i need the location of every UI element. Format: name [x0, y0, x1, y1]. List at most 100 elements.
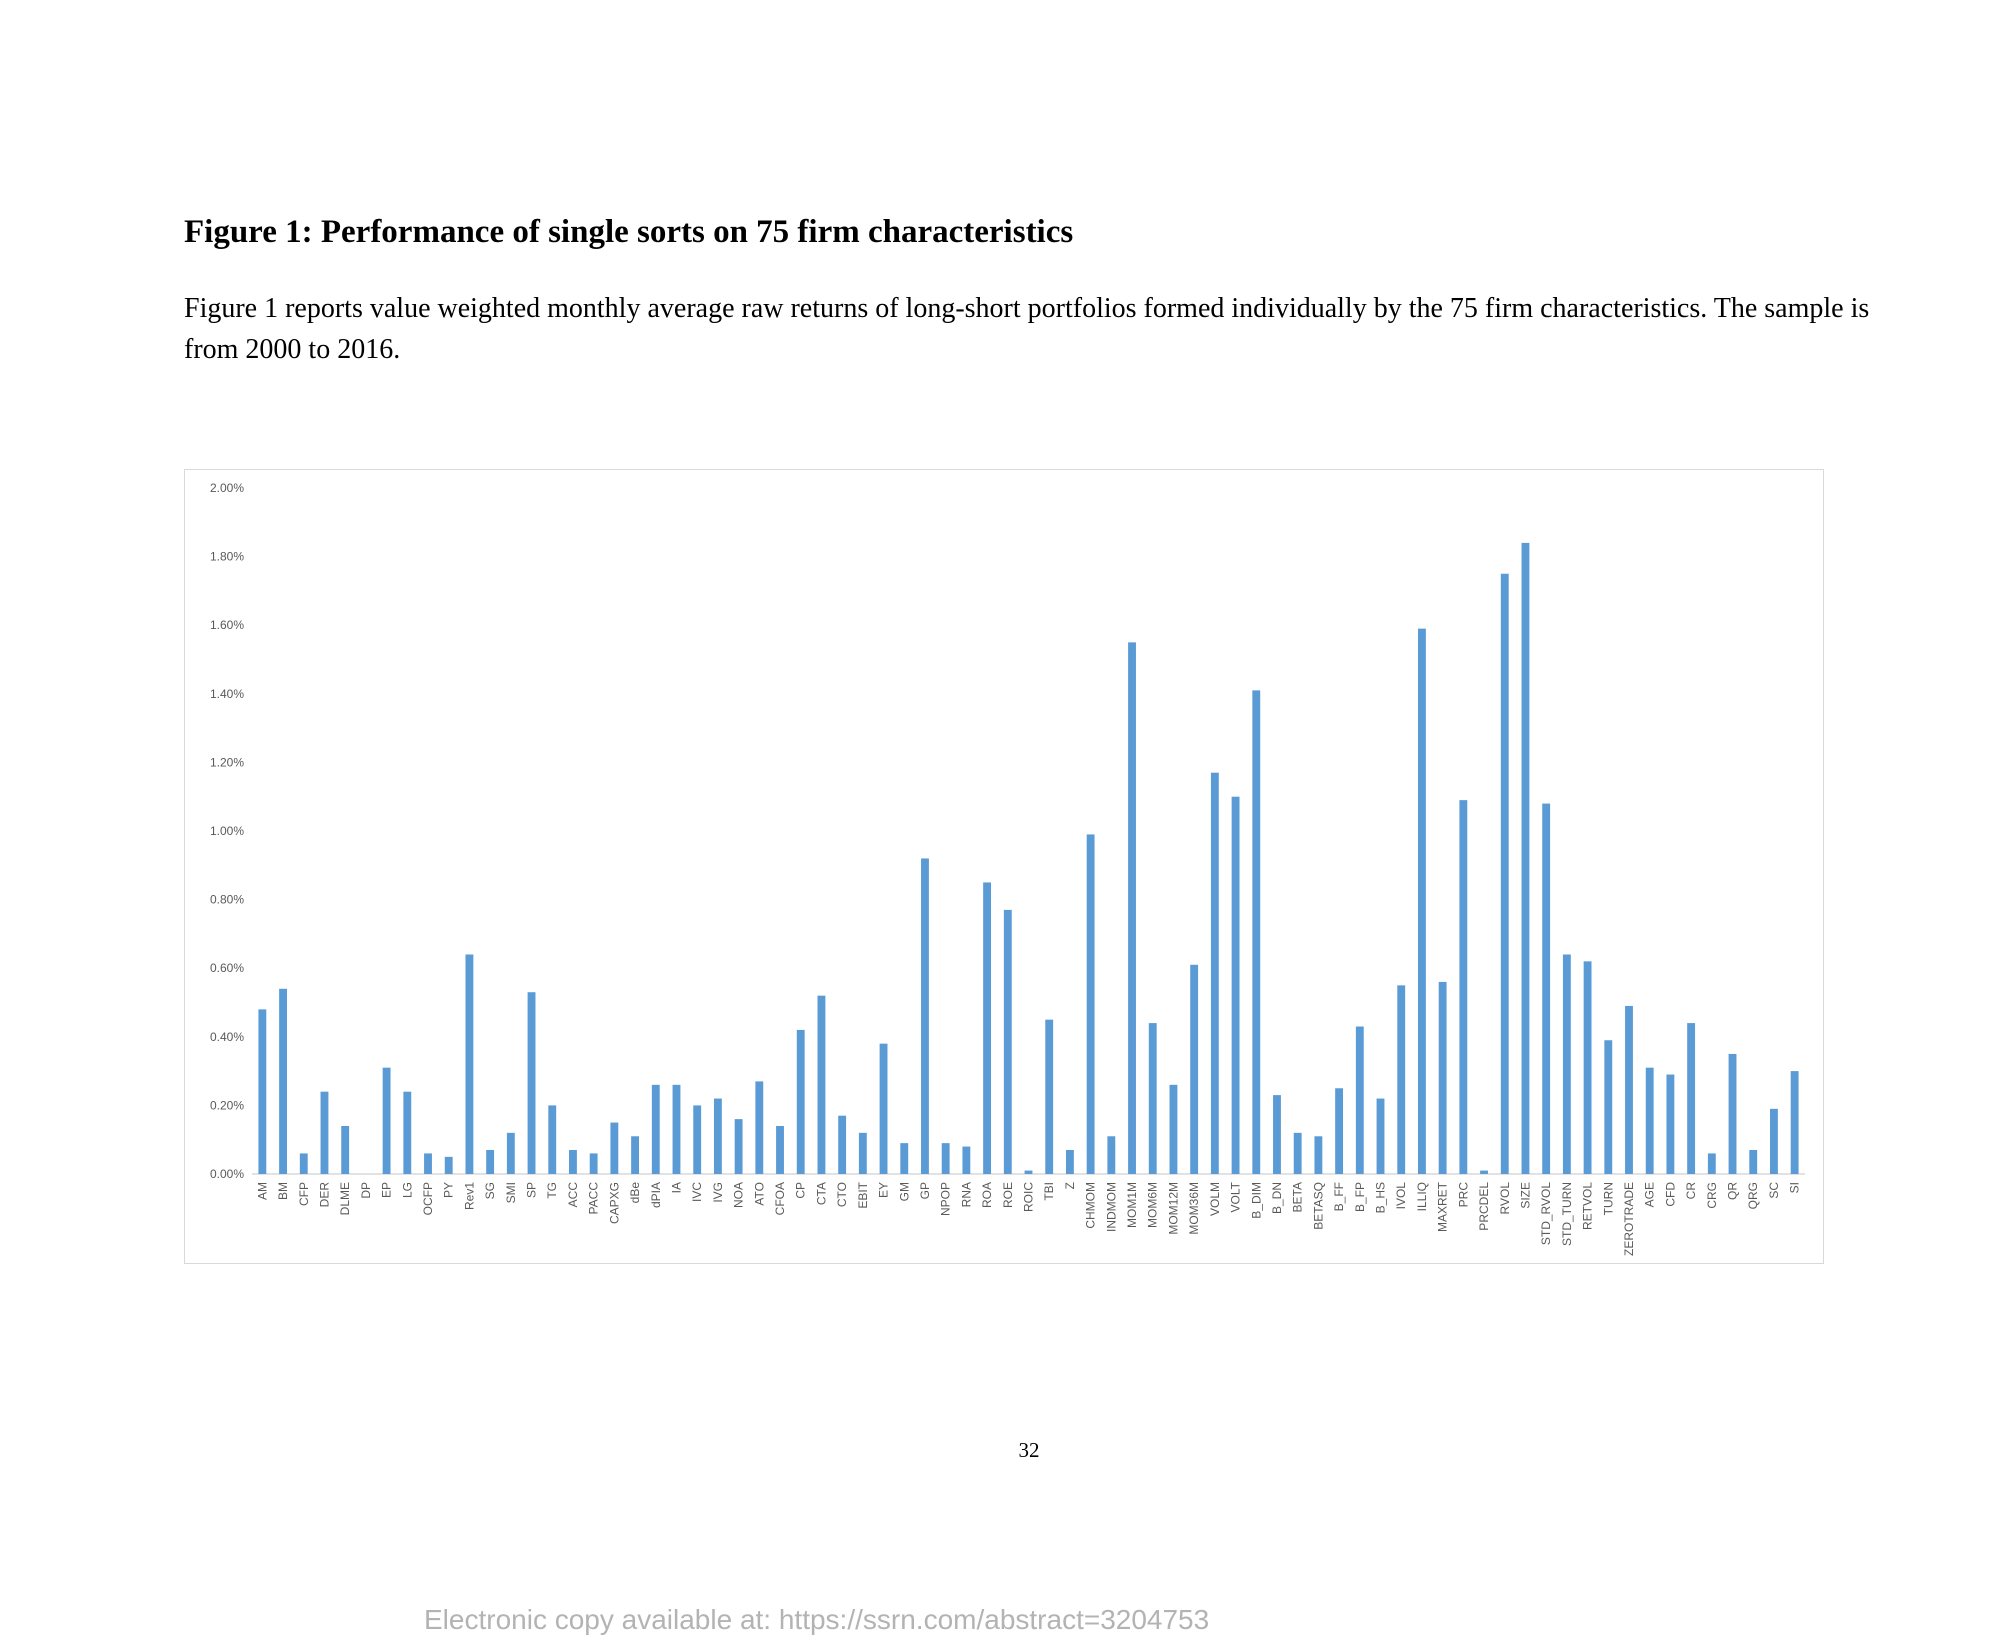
y-tick-label: 0.40%: [210, 1030, 244, 1044]
bar-maxret: [1438, 981, 1447, 1174]
bar-cto: [838, 1115, 847, 1174]
x-tick-label: MOM6M: [1146, 1182, 1160, 1228]
x-tick-label: QRG: [1746, 1182, 1760, 1209]
x-tick-label: dPIA: [649, 1182, 663, 1208]
bar-cfp: [299, 1153, 308, 1174]
x-tick-label: ILLIQ: [1415, 1182, 1429, 1211]
bar-sg: [486, 1149, 495, 1174]
x-tick-label: NPOP: [939, 1182, 953, 1216]
x-tick-label: CFP: [297, 1182, 311, 1206]
x-tick-label: VOLM: [1208, 1182, 1222, 1216]
bar-cfd: [1666, 1074, 1675, 1174]
bar-betasq: [1314, 1136, 1323, 1174]
x-tick-label: ROIC: [1022, 1182, 1036, 1212]
x-tick-label: CAPXG: [607, 1182, 621, 1224]
bar-roe: [1003, 909, 1012, 1174]
bar-npop: [941, 1143, 950, 1174]
bar-dlme: [341, 1125, 350, 1174]
x-tick-label: TG: [545, 1182, 559, 1199]
bar-age: [1645, 1067, 1654, 1174]
x-tick-label: CR: [1684, 1182, 1698, 1200]
y-tick-label: 1.60%: [210, 618, 244, 632]
bar-chmom: [1086, 834, 1095, 1174]
bar-py: [444, 1156, 453, 1174]
x-tick-label: NOA: [732, 1182, 746, 1208]
ssrn-footer: Electronic copy available at: https://ss…: [424, 1604, 1210, 1635]
x-tick-label: ACC: [566, 1182, 580, 1208]
x-tick-label: PY: [442, 1182, 456, 1198]
bar-der: [320, 1091, 329, 1174]
x-tick-label: DLME: [338, 1182, 352, 1215]
x-tick-label: BETA: [1291, 1182, 1305, 1212]
bar-tg: [548, 1105, 557, 1174]
figure-caption: Figure 1 reports value weighted monthly …: [184, 293, 1870, 365]
x-tick-label: AGE: [1643, 1182, 1657, 1207]
bar-cta: [817, 995, 826, 1174]
x-tick-label: MOM12M: [1166, 1182, 1180, 1235]
x-tick-label: MAXRET: [1436, 1181, 1450, 1232]
y-tick-label: 1.00%: [210, 824, 244, 838]
x-tick-label: CFD: [1663, 1182, 1677, 1207]
bar-mom6m: [1148, 1023, 1157, 1174]
x-tick-label: VOLT: [1229, 1181, 1243, 1212]
y-tick-label: 0.60%: [210, 961, 244, 975]
bar-ebit: [858, 1132, 867, 1174]
x-tick-label: RNA: [959, 1182, 973, 1207]
x-tick-label: BETASQ: [1311, 1182, 1325, 1230]
x-tick-label: MOM1M: [1125, 1182, 1139, 1228]
y-tick-label: 1.80%: [210, 550, 244, 564]
bar-bm: [279, 988, 287, 1174]
bar-b_hs: [1376, 1098, 1385, 1174]
bar-b_ff: [1335, 1088, 1344, 1174]
x-tick-label: CTA: [814, 1182, 828, 1205]
bar-sc: [1770, 1108, 1778, 1174]
bar-acc: [569, 1149, 577, 1174]
bar-ato: [755, 1081, 764, 1174]
bar-volm: [1210, 772, 1219, 1174]
y-tick-label: 1.40%: [210, 687, 244, 701]
bar-mom12m: [1169, 1084, 1178, 1174]
x-tick-label: TBI: [1042, 1182, 1056, 1201]
bar-rev1: [465, 954, 474, 1174]
bar-ivg: [713, 1098, 722, 1174]
bar-gp: [921, 858, 929, 1174]
bar-turn: [1604, 1040, 1613, 1174]
x-tick-label: IVG: [711, 1182, 725, 1203]
bar-roic: [1024, 1170, 1033, 1174]
x-tick-label: DER: [317, 1182, 331, 1208]
bar-cp: [796, 1029, 805, 1174]
x-tick-label: INDMOM: [1104, 1182, 1118, 1232]
bar-beta: [1293, 1132, 1302, 1174]
x-tick-label: STD_TURN: [1560, 1182, 1574, 1246]
bar-b_fp: [1355, 1026, 1364, 1174]
bar-chart: 0.00% 0.20% 0.40% 0.60% 0.80% 1.00% 1.20% 1.40%…: [210, 481, 1805, 1256]
bar-prcdel: [1480, 1170, 1488, 1174]
y-tick-label: 0.00%: [210, 1167, 244, 1181]
x-tick-label: RETVOL: [1581, 1182, 1595, 1230]
bar-illiq: [1417, 628, 1426, 1174]
figure-title: Figure 1: Performance of single sorts on…: [184, 214, 1074, 250]
bar-cr: [1687, 1023, 1696, 1174]
bar-rvol: [1500, 573, 1509, 1174]
x-tick-label: TURN: [1601, 1182, 1615, 1215]
bar-si: [1790, 1071, 1799, 1174]
y-tick-label: 0.20%: [210, 1098, 244, 1112]
x-tick-label: EBIT: [856, 1181, 870, 1208]
bar-qr: [1728, 1053, 1737, 1174]
bar-ivc: [693, 1105, 702, 1174]
bar-gm: [900, 1143, 909, 1174]
bar-smi: [506, 1132, 515, 1174]
x-tick-label: SP: [525, 1182, 539, 1198]
bar-z: [1065, 1149, 1074, 1174]
x-tick-label: IVC: [690, 1182, 704, 1202]
y-tick-label: 0.80%: [210, 893, 244, 907]
bar-qrg: [1749, 1149, 1758, 1174]
x-tick-label: B_HS: [1374, 1182, 1388, 1213]
bar-am: [258, 1009, 267, 1174]
x-tick-label: PACC: [587, 1182, 601, 1215]
bar-size: [1521, 542, 1530, 1174]
x-tick-label: IVOL: [1394, 1182, 1408, 1210]
x-tick-label: SI: [1788, 1182, 1802, 1193]
x-tick-label: STD_RVOL: [1539, 1182, 1553, 1245]
bar-dpia: [651, 1084, 660, 1174]
